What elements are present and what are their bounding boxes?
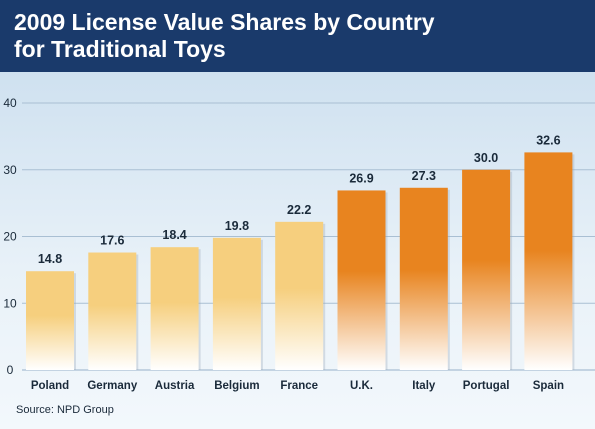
bar — [337, 190, 386, 370]
category-label: Poland — [31, 380, 69, 392]
data-label: 32.6 — [536, 133, 560, 147]
source-note: Source: NPD Group — [16, 404, 114, 416]
y-tick-label: 40 — [3, 96, 17, 110]
chart-header: 2009 License Value Shares by Country for… — [0, 0, 595, 72]
bar — [88, 252, 137, 370]
bar — [212, 237, 261, 370]
category-label: U.K. — [350, 380, 373, 392]
data-label: 17.6 — [100, 234, 124, 248]
bar — [524, 152, 573, 370]
bar — [275, 221, 324, 370]
category-label: Portugal — [463, 380, 510, 392]
chart-subtitle: for Traditional Toys — [14, 36, 226, 62]
data-label: 26.9 — [349, 171, 373, 185]
bar — [26, 271, 74, 370]
data-label: 22.2 — [287, 203, 311, 217]
bar — [150, 247, 199, 370]
bar — [399, 187, 448, 370]
y-tick-label: 30 — [3, 163, 17, 177]
category-label: Italy — [412, 380, 436, 392]
y-tick-label: 20 — [3, 230, 17, 244]
data-label: 18.4 — [162, 228, 186, 242]
bar — [462, 169, 511, 370]
category-label: Spain — [533, 380, 564, 392]
chart-title: 2009 License Value Shares by Country — [14, 9, 435, 35]
category-label: Germany — [87, 380, 137, 392]
data-label: 30.0 — [474, 151, 498, 165]
y-tick-label: 0 — [7, 363, 14, 377]
category-label: Belgium — [214, 380, 259, 392]
data-label: 19.8 — [225, 219, 249, 233]
data-label: 27.3 — [412, 169, 436, 183]
category-label: Austria — [155, 380, 195, 392]
category-label: France — [280, 380, 318, 392]
data-label: 14.8 — [38, 252, 62, 266]
y-tick-label: 10 — [3, 296, 17, 310]
